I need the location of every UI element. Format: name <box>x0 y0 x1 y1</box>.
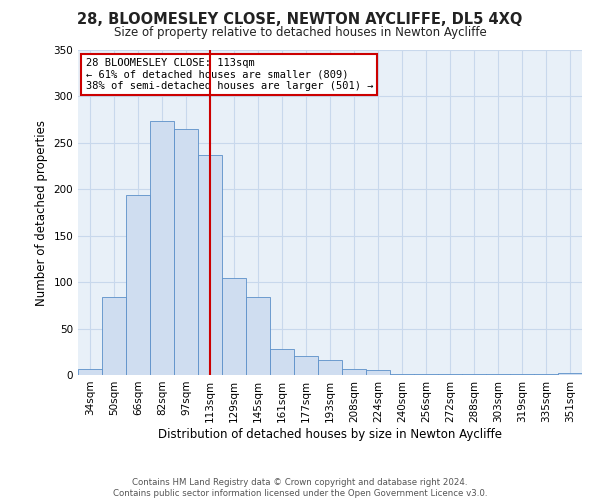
Bar <box>174 129 198 375</box>
Bar <box>318 360 342 375</box>
Bar <box>486 374 510 375</box>
Bar <box>390 374 414 375</box>
Bar <box>150 120 174 375</box>
Bar <box>366 370 390 375</box>
Bar <box>342 368 366 375</box>
X-axis label: Distribution of detached houses by size in Newton Aycliffe: Distribution of detached houses by size … <box>158 428 502 440</box>
Bar <box>198 155 222 375</box>
Text: Size of property relative to detached houses in Newton Aycliffe: Size of property relative to detached ho… <box>113 26 487 39</box>
Bar <box>246 297 270 375</box>
Bar <box>534 374 558 375</box>
Bar <box>78 370 102 375</box>
Text: Contains HM Land Registry data © Crown copyright and database right 2024.
Contai: Contains HM Land Registry data © Crown c… <box>113 478 487 498</box>
Bar <box>462 374 486 375</box>
Text: 28 BLOOMESLEY CLOSE: 113sqm
← 61% of detached houses are smaller (809)
38% of se: 28 BLOOMESLEY CLOSE: 113sqm ← 61% of det… <box>86 58 373 92</box>
Bar <box>438 374 462 375</box>
Bar <box>222 278 246 375</box>
Bar <box>126 195 150 375</box>
Text: 28, BLOOMESLEY CLOSE, NEWTON AYCLIFFE, DL5 4XQ: 28, BLOOMESLEY CLOSE, NEWTON AYCLIFFE, D… <box>77 12 523 28</box>
Bar <box>102 297 126 375</box>
Bar <box>294 356 318 375</box>
Bar <box>510 374 534 375</box>
Bar <box>414 374 438 375</box>
Bar <box>270 349 294 375</box>
Y-axis label: Number of detached properties: Number of detached properties <box>35 120 48 306</box>
Bar <box>558 373 582 375</box>
